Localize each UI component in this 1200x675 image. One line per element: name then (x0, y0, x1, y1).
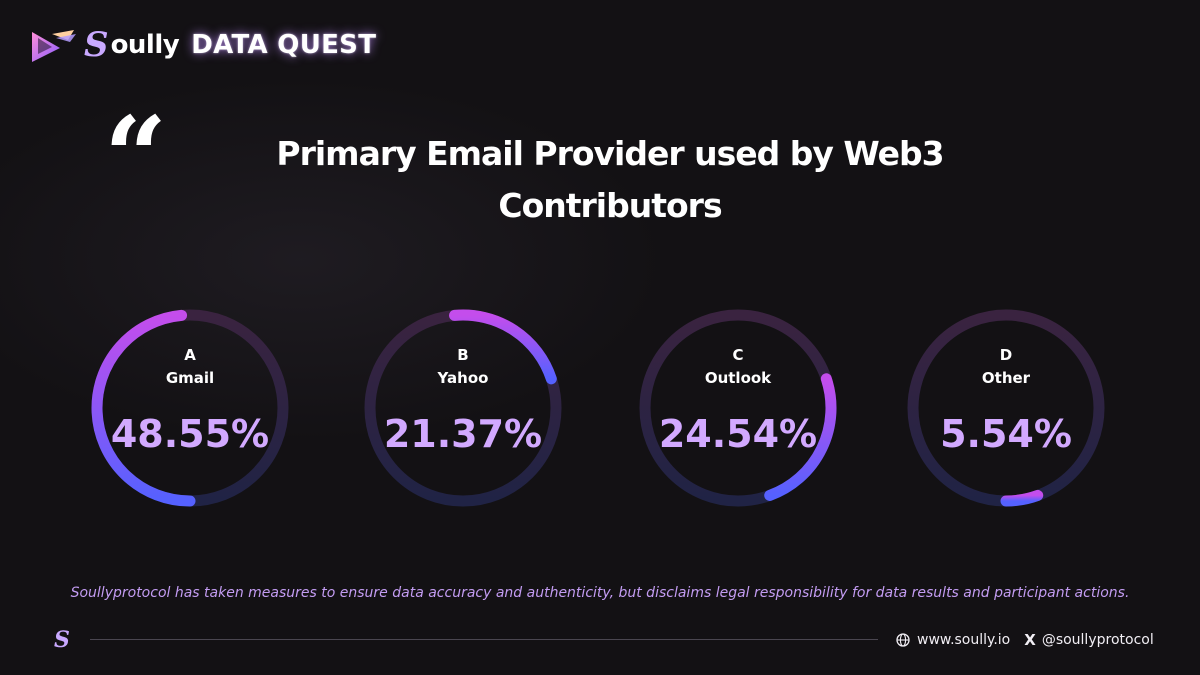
x-handle-link[interactable]: @soullyprotocol (1041, 632, 1154, 648)
brand-subtitle: DATA QUEST (191, 30, 377, 60)
title-line-1: Primary Email Provider used by Web3 (276, 134, 944, 173)
ring-name-outlook: Outlook (705, 369, 772, 387)
ring-letter-other: D (1000, 346, 1012, 364)
ring-letter-yahoo: B (457, 346, 468, 364)
disclaimer-text: Soullyprotocol has taken measures to ens… (70, 585, 1130, 601)
quote-mark-icon: “ (104, 92, 168, 221)
title-line-2: Contributors (498, 186, 722, 225)
footer-divider (90, 639, 878, 640)
x-logo-icon: X (1024, 631, 1036, 649)
ring-value-outlook: 24.54% (659, 412, 817, 456)
ring-arc-gmail (91, 309, 196, 507)
ring-arc-other (1000, 489, 1044, 507)
ring-value-yahoo: 21.37% (384, 412, 542, 456)
ring-value-gmail: 48.55% (111, 412, 269, 456)
ring-letter-outlook: C (732, 346, 743, 364)
brand-name: oully (110, 30, 180, 60)
ring-arc-outlook (764, 373, 837, 501)
chart-title: Primary Email Provider used by Web3 Cont… (240, 128, 980, 232)
footer-links: www.soully.io X @soullyprotocol (896, 629, 1154, 651)
brand-logo[interactable]: S oully DATA QUEST (84, 25, 376, 65)
play-triangle-icon (32, 30, 76, 62)
ring-letter-gmail: A (184, 346, 196, 364)
ring-track-other (907, 309, 1105, 507)
ring-value-other: 5.54% (940, 412, 1072, 456)
footer-logo: S (54, 627, 70, 653)
ring-name-gmail: Gmail (166, 369, 214, 387)
globe-icon (896, 633, 910, 647)
brand-initial: S (84, 25, 109, 65)
website-link[interactable]: www.soully.io (917, 632, 1011, 648)
ring-name-other: Other (982, 369, 1031, 387)
ring-name-yahoo: Yahoo (437, 369, 489, 387)
ring-arc-yahoo (449, 309, 557, 385)
